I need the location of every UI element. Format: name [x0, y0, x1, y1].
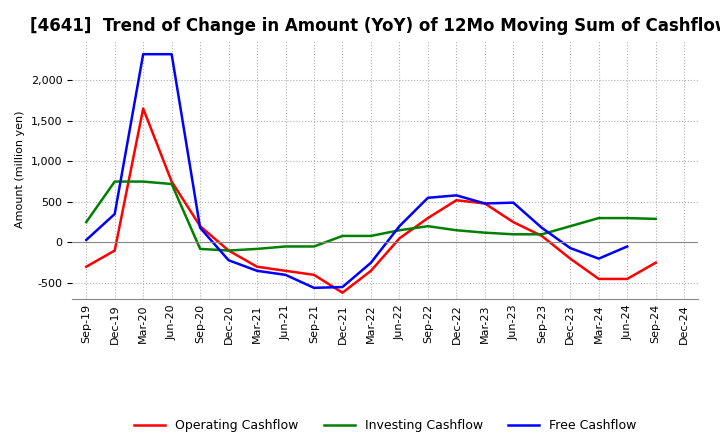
Free Cashflow	[509, 200, 518, 205]
Operating Cashflow	[110, 248, 119, 253]
Free Cashflow	[366, 260, 375, 265]
Investing Cashflow	[566, 224, 575, 229]
Operating Cashflow	[623, 276, 631, 282]
Investing Cashflow	[452, 227, 461, 233]
Legend: Operating Cashflow, Investing Cashflow, Free Cashflow: Operating Cashflow, Investing Cashflow, …	[129, 414, 642, 437]
Free Cashflow	[566, 246, 575, 251]
Operating Cashflow	[310, 272, 318, 278]
Operating Cashflow	[338, 290, 347, 295]
Y-axis label: Amount (million yen): Amount (million yen)	[15, 110, 25, 228]
Operating Cashflow	[566, 256, 575, 261]
Free Cashflow	[480, 201, 489, 206]
Free Cashflow	[253, 268, 261, 273]
Operating Cashflow	[452, 198, 461, 203]
Free Cashflow	[167, 51, 176, 57]
Investing Cashflow	[652, 216, 660, 221]
Operating Cashflow	[282, 268, 290, 273]
Line: Free Cashflow: Free Cashflow	[86, 54, 627, 288]
Line: Operating Cashflow: Operating Cashflow	[86, 109, 656, 293]
Free Cashflow	[82, 237, 91, 242]
Investing Cashflow	[167, 181, 176, 187]
Free Cashflow	[139, 51, 148, 57]
Free Cashflow	[537, 225, 546, 231]
Investing Cashflow	[253, 246, 261, 252]
Free Cashflow	[225, 258, 233, 263]
Free Cashflow	[282, 272, 290, 278]
Operating Cashflow	[225, 248, 233, 253]
Operating Cashflow	[139, 106, 148, 111]
Investing Cashflow	[480, 230, 489, 235]
Investing Cashflow	[196, 246, 204, 252]
Investing Cashflow	[282, 244, 290, 249]
Investing Cashflow	[395, 227, 404, 233]
Operating Cashflow	[652, 260, 660, 265]
Operating Cashflow	[196, 224, 204, 229]
Operating Cashflow	[423, 216, 432, 221]
Operating Cashflow	[395, 236, 404, 241]
Investing Cashflow	[310, 244, 318, 249]
Operating Cashflow	[595, 276, 603, 282]
Free Cashflow	[196, 225, 204, 231]
Investing Cashflow	[366, 233, 375, 238]
Free Cashflow	[595, 256, 603, 261]
Free Cashflow	[452, 193, 461, 198]
Free Cashflow	[623, 244, 631, 249]
Operating Cashflow	[537, 233, 546, 238]
Investing Cashflow	[110, 179, 119, 184]
Investing Cashflow	[139, 179, 148, 184]
Operating Cashflow	[480, 201, 489, 206]
Operating Cashflow	[167, 179, 176, 184]
Investing Cashflow	[82, 220, 91, 225]
Free Cashflow	[395, 224, 404, 229]
Investing Cashflow	[509, 231, 518, 237]
Operating Cashflow	[253, 264, 261, 269]
Investing Cashflow	[537, 231, 546, 237]
Line: Investing Cashflow: Investing Cashflow	[86, 182, 656, 250]
Operating Cashflow	[366, 268, 375, 273]
Investing Cashflow	[595, 216, 603, 221]
Operating Cashflow	[509, 220, 518, 225]
Operating Cashflow	[82, 264, 91, 269]
Free Cashflow	[423, 195, 432, 201]
Free Cashflow	[110, 211, 119, 216]
Investing Cashflow	[423, 224, 432, 229]
Investing Cashflow	[225, 248, 233, 253]
Free Cashflow	[310, 285, 318, 290]
Free Cashflow	[338, 284, 347, 290]
Investing Cashflow	[623, 216, 631, 221]
Title: [4641]  Trend of Change in Amount (YoY) of 12Mo Moving Sum of Cashflows: [4641] Trend of Change in Amount (YoY) o…	[30, 17, 720, 35]
Investing Cashflow	[338, 233, 347, 238]
